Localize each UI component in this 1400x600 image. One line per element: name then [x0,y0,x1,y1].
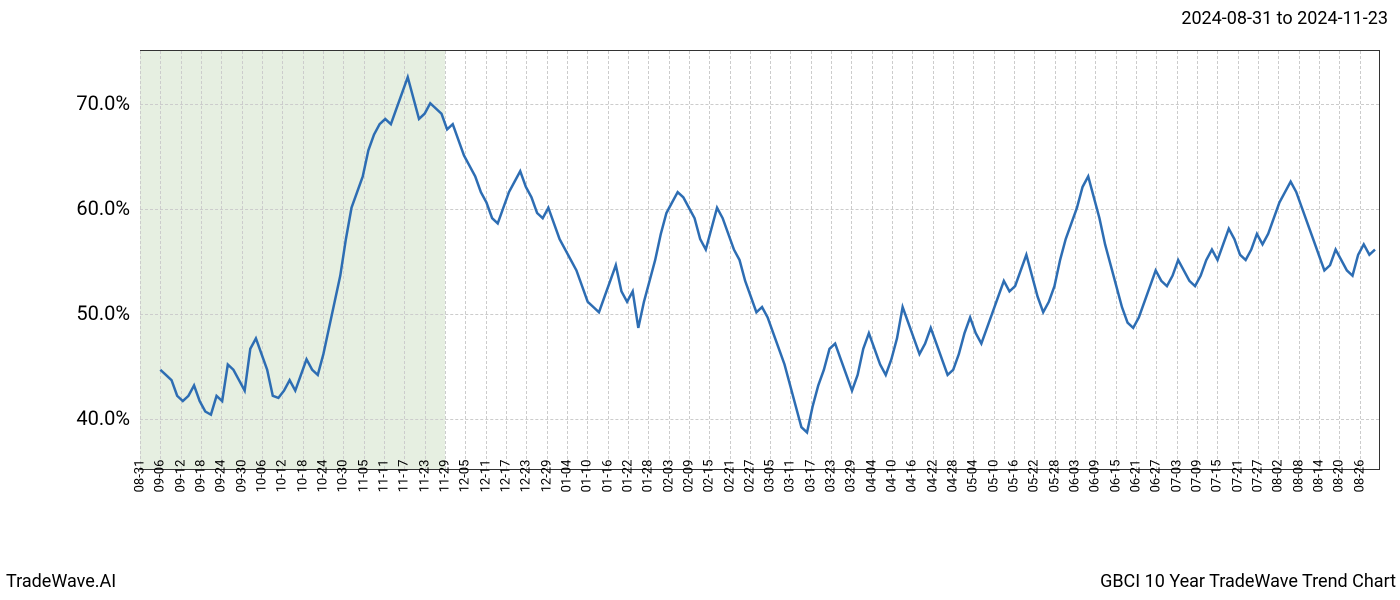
y-tick-label: 50.0% [76,301,130,325]
chart-plot-area [140,50,1380,470]
x-tick-label: 05-16 [1007,460,1022,493]
x-tick-label: 10-18 [295,460,310,493]
x-tick-label: 04-04 [864,460,879,493]
x-tick-label: 09-24 [214,460,229,493]
x-tick-label: 11-05 [356,460,371,493]
x-tick-label: 05-28 [1047,460,1062,493]
x-tick-label: 07-15 [1210,460,1225,493]
x-tick-label: 09-06 [153,460,168,493]
x-tick-label: 01-22 [620,460,635,493]
y-tick-label: 70.0% [76,91,130,115]
footer-chart-title: GBCI 10 Year TradeWave Trend Chart [1100,571,1396,592]
x-tick-label: 10-30 [336,460,351,493]
x-tick-label: 12-29 [539,460,554,493]
x-tick-label: 08-26 [1352,460,1367,493]
x-tick-label: 06-21 [1129,460,1144,493]
x-tick-label: 09-18 [193,460,208,493]
x-tick-label: 02-09 [681,460,696,493]
x-tick-label: 08-31 [133,460,148,493]
x-tick-label: 08-08 [1291,460,1306,493]
x-tick-label: 03-05 [763,460,778,493]
x-tick-label: 04-28 [946,460,961,493]
x-tick-label: 11-23 [417,460,432,493]
x-tick-label: 10-24 [315,460,330,493]
x-tick-label: 02-27 [742,460,757,493]
x-tick-label: 05-22 [1027,460,1042,493]
x-tick-label: 07-21 [1230,460,1245,493]
x-tick-label: 06-09 [1088,460,1103,493]
x-tick-label: 12-11 [478,460,493,493]
x-tick-label: 03-11 [783,460,798,493]
x-tick-label: 01-04 [559,460,574,493]
x-tick-label: 10-06 [254,460,269,493]
x-tick-label: 11-17 [397,460,412,493]
x-tick-label: 04-16 [905,460,920,493]
x-tick-label: 11-11 [376,460,391,493]
x-tick-label: 09-12 [173,460,188,493]
x-tick-label: 12-05 [458,460,473,493]
x-tick-label: 06-27 [1149,460,1164,493]
x-tick-label: 08-20 [1332,460,1347,493]
x-tick-label: 12-17 [498,460,513,493]
x-tick-label: 03-23 [824,460,839,493]
footer-brand: TradeWave.AI [6,571,116,592]
x-tick-label: 10-12 [275,460,290,493]
x-tick-label: 03-17 [803,460,818,493]
x-tick-label: 07-27 [1251,460,1266,493]
x-axis: 08-3109-0609-1209-1809-2409-3010-0610-12… [140,470,1380,550]
x-tick-label: 07-03 [1169,460,1184,493]
date-range-label: 2024-08-31 to 2024-11-23 [1181,8,1388,29]
x-tick-label: 08-14 [1312,460,1327,493]
y-axis: 40.0% 50.0% 60.0% 70.0% [0,50,140,470]
trend-line [160,77,1375,432]
x-tick-label: 02-03 [661,460,676,493]
x-tick-label: 12-23 [519,460,534,493]
y-tick-label: 60.0% [76,196,130,220]
x-tick-label: 01-28 [641,460,656,493]
x-tick-label: 04-22 [925,460,940,493]
x-tick-label: 06-15 [1108,460,1123,493]
x-tick-label: 01-16 [600,460,615,493]
x-tick-label: 05-04 [966,460,981,493]
x-tick-label: 05-10 [986,460,1001,493]
x-tick-label: 02-15 [702,460,717,493]
x-tick-label: 09-30 [234,460,249,493]
x-tick-label: 04-10 [885,460,900,493]
x-tick-label: 06-03 [1068,460,1083,493]
x-tick-label: 07-09 [1190,460,1205,493]
x-tick-label: 03-29 [844,460,859,493]
x-tick-label: 08-02 [1271,460,1286,493]
x-tick-label: 01-10 [580,460,595,493]
x-tick-label: 11-29 [437,460,452,493]
chart-svg [140,51,1379,469]
y-tick-label: 40.0% [76,406,130,430]
x-tick-label: 02-21 [722,460,737,493]
